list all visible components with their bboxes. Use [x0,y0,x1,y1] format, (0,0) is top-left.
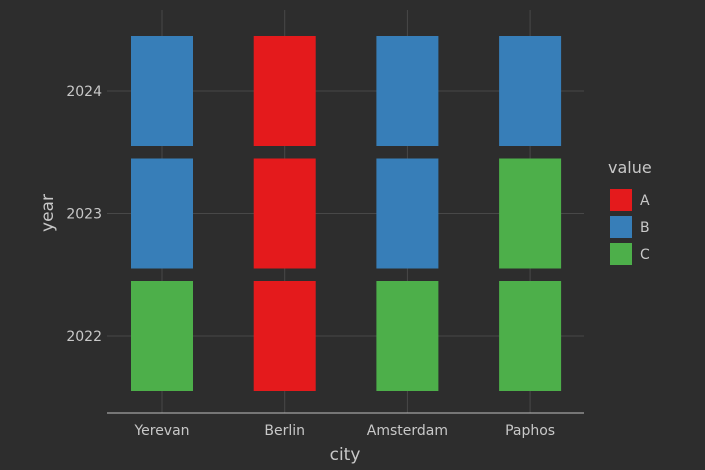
heatmap-cell-yerevan-2024 [131,36,193,146]
legend-swatch-a [610,189,632,211]
y-tick-labels: 2022 2023 2024 [66,84,102,345]
heatmap-cell-paphos-2022 [499,281,562,391]
legend-label-a: A [640,193,650,209]
heatmap-cell-berlin-2022 [253,281,316,391]
y-axis-title: year [38,194,58,232]
heatmap-cell-yerevan-2022 [131,281,193,391]
heatmap-cell-paphos-2023 [499,158,562,269]
heatmap-cell-amsterdam-2022 [376,281,439,391]
legend-label-c: C [640,247,650,263]
legend-title: value [608,158,652,177]
legend: value ABC [608,158,652,265]
x-tick-label: Amsterdam [367,423,448,439]
legend-swatch-b [610,216,632,238]
heatmap-cell-berlin-2024 [253,36,316,146]
heatmap-cell-berlin-2023 [253,158,316,269]
x-tick-label: Berlin [264,423,305,439]
x-tick-label: Paphos [505,423,555,439]
x-tick-label: Yerevan [133,423,189,439]
legend-swatch-c [610,243,632,265]
heatmap-cell-yerevan-2023 [131,158,193,269]
y-tick-label: 2023 [66,207,102,223]
heatmap-cell-paphos-2024 [499,36,562,146]
x-axis-title: city [330,445,361,465]
heatmap-cells [131,36,562,391]
heatmap-cell-amsterdam-2023 [376,158,439,269]
y-tick-label: 2024 [66,84,102,100]
legend-label-b: B [640,220,650,236]
heatmap-cell-amsterdam-2024 [376,36,439,146]
y-tick-label: 2022 [66,329,102,345]
legend-items: ABC [610,189,650,265]
x-tick-labels: Yerevan Berlin Amsterdam Paphos [133,423,555,439]
